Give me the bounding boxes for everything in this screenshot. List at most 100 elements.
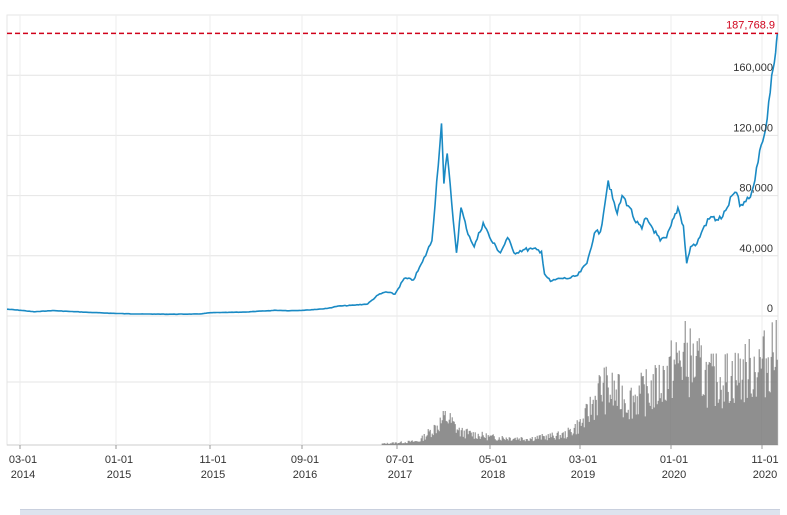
volume-bar xyxy=(476,438,478,445)
volume-bar xyxy=(558,439,560,445)
volume-bar xyxy=(725,382,727,445)
volume-bar xyxy=(381,443,383,445)
volume-bar xyxy=(562,432,564,445)
volume-bar xyxy=(577,433,579,445)
volume-bar xyxy=(589,396,591,445)
x-tick-month: 09-01 xyxy=(291,454,319,466)
volume-bar xyxy=(609,394,611,445)
volume-bar xyxy=(455,432,457,445)
volume-bar xyxy=(646,386,648,445)
volume-bar xyxy=(412,441,414,445)
volume-bar xyxy=(587,416,589,445)
volume-bar xyxy=(474,432,476,445)
volume-bar xyxy=(504,440,506,445)
volume-bar xyxy=(591,404,593,445)
volume-bar xyxy=(534,437,536,445)
volume-bar xyxy=(659,398,661,445)
volume-bar xyxy=(401,443,403,445)
volume-bar xyxy=(526,439,528,445)
volume-bar xyxy=(462,436,464,445)
volume-bar xyxy=(393,443,395,445)
volume-bar xyxy=(579,419,581,445)
volume-bar xyxy=(590,414,592,445)
volume-bar xyxy=(566,437,568,445)
volume-bar xyxy=(756,377,758,445)
volume-bar xyxy=(610,399,612,445)
volume-bar xyxy=(675,342,677,445)
volume-bar xyxy=(572,433,574,445)
volume-bar xyxy=(394,442,396,445)
volume-bar xyxy=(486,440,488,445)
volume-bar xyxy=(596,415,598,445)
volume-bar xyxy=(686,342,688,445)
volume-bar xyxy=(631,418,633,445)
volume-bar xyxy=(700,345,702,445)
volume-bar xyxy=(536,435,538,445)
volume-bar xyxy=(604,414,606,445)
volume-bar xyxy=(584,408,586,445)
range-scroller[interactable] xyxy=(20,509,780,515)
volume-bar xyxy=(714,406,716,445)
volume-bar xyxy=(681,379,683,445)
volume-bar xyxy=(540,439,542,445)
volume-bar xyxy=(597,383,599,445)
volume-bar xyxy=(754,372,756,445)
volume-bar xyxy=(532,441,534,445)
volume-bar xyxy=(687,376,689,445)
volume-bar xyxy=(638,385,640,445)
volume-bar xyxy=(738,382,740,445)
volume-bar xyxy=(649,405,651,445)
volume-bar xyxy=(568,430,570,445)
volume-bar xyxy=(704,369,706,445)
volume-bar xyxy=(736,385,738,445)
volume-bar xyxy=(403,443,405,445)
volume-bar xyxy=(469,430,471,445)
volume-bar xyxy=(730,376,732,445)
volume-bar xyxy=(416,441,418,445)
volume-bar xyxy=(594,395,596,445)
volume-bar xyxy=(506,439,508,445)
volume-bar xyxy=(565,438,567,445)
volume-bar xyxy=(431,433,433,445)
volume-bar xyxy=(527,440,529,445)
volume-bar xyxy=(768,391,770,445)
volume-bar xyxy=(642,376,644,445)
volume-bar xyxy=(692,343,694,445)
volume-bar xyxy=(460,430,462,445)
volume-bar xyxy=(479,438,481,445)
volume-bar xyxy=(670,340,672,445)
volume-bar xyxy=(494,439,496,445)
volume-bar xyxy=(626,412,628,445)
volume-bar xyxy=(617,374,619,445)
max-price-label: 187,768.9 xyxy=(726,19,775,31)
volume-bar xyxy=(404,442,406,445)
volume-bar xyxy=(500,440,502,445)
volume-bar xyxy=(411,440,413,445)
volume-bar xyxy=(524,441,526,445)
volume-bar xyxy=(478,436,480,445)
volume-bar xyxy=(740,399,742,445)
volume-bar xyxy=(509,437,511,445)
volume-bar xyxy=(694,376,696,445)
volume-bar xyxy=(603,367,605,445)
volume-bar xyxy=(731,361,733,445)
volume-bar xyxy=(750,393,752,445)
volume-bar xyxy=(767,357,769,445)
volume-bar xyxy=(438,431,440,445)
y-axis-ticks: 0 40,000 80,000 120,000 160,000 xyxy=(733,62,773,315)
volume-bar xyxy=(514,437,516,445)
x-tick-year: 2019 xyxy=(571,469,595,481)
volume-bar xyxy=(459,436,461,445)
grid-lines xyxy=(6,14,779,446)
volume-bar xyxy=(396,443,398,445)
volume-bar xyxy=(664,399,666,445)
volume-bar xyxy=(653,407,655,445)
volume-bar xyxy=(668,357,670,445)
volume-bar xyxy=(753,356,755,445)
volume-bar xyxy=(415,441,417,445)
volume-bar xyxy=(657,400,659,445)
volume-bar xyxy=(443,415,445,445)
volume-bar xyxy=(544,439,546,445)
volume-bar xyxy=(570,432,572,445)
volume-bar xyxy=(499,439,501,445)
